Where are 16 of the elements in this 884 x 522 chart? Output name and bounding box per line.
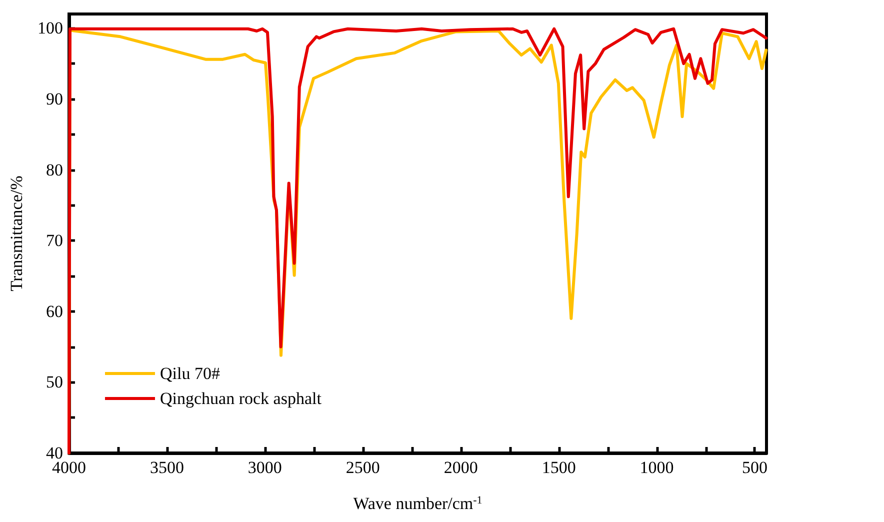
y-tick-label: 60: [46, 302, 63, 321]
legend-label: Qingchuan rock asphalt: [160, 389, 322, 408]
x-tick-label: 1000: [640, 458, 674, 477]
y-tick-label: 70: [46, 231, 63, 250]
x-tick-label: 2000: [444, 458, 478, 477]
y-tick-label: 80: [46, 160, 63, 180]
x-tick-label: 2500: [346, 458, 380, 477]
x-tick-label: 500: [742, 458, 768, 477]
y-tick-label: 100: [38, 18, 63, 38]
legend-label: Qilu 70#: [160, 364, 220, 383]
y-axis-title: Transmittance/%: [7, 176, 26, 292]
y-tick-label: 90: [46, 89, 63, 108]
x-tick-label: 1500: [542, 458, 576, 477]
x-tick-label: 3000: [248, 458, 282, 477]
y-tick-label: 50: [46, 372, 63, 392]
x-tick-label: 3500: [150, 458, 184, 477]
